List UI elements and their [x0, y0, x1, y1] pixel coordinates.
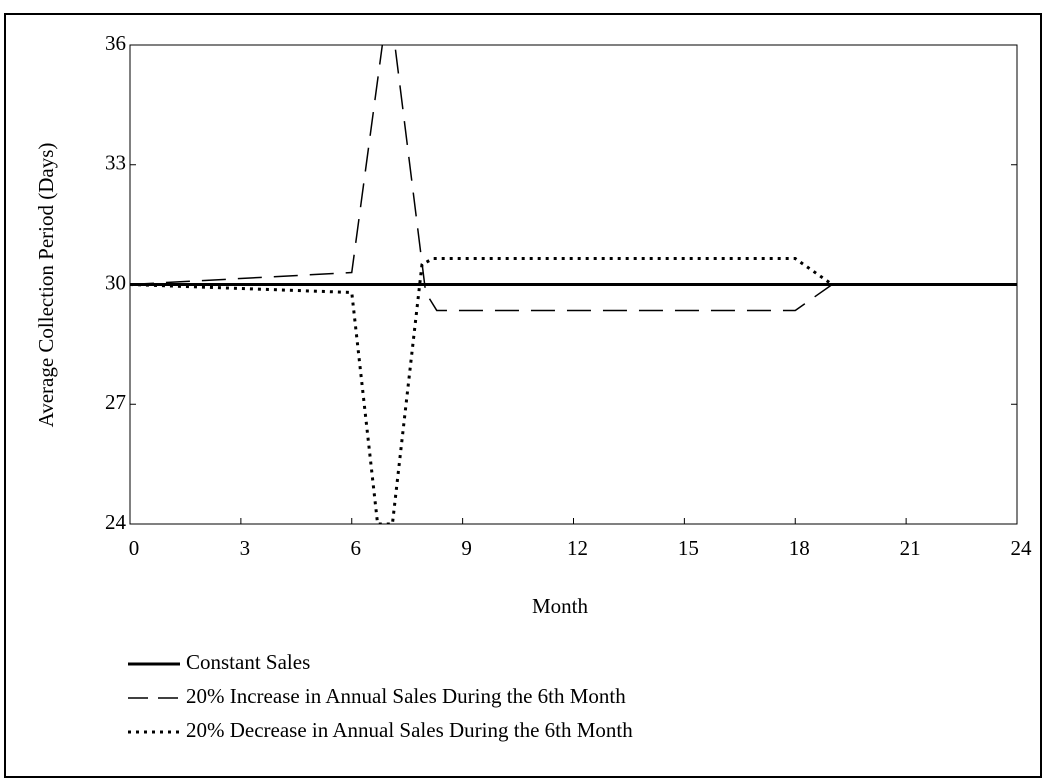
series-line	[130, 45, 1017, 312]
y-axis-label: Average Collection Period (Days)	[34, 143, 58, 428]
x-axis-label: Month	[532, 594, 589, 618]
y-tick-label: 36	[105, 31, 126, 55]
x-tick-label: 21	[900, 536, 921, 560]
x-tick-label: 6	[351, 536, 362, 560]
y-tick-label: 30	[105, 270, 126, 294]
x-tick-label: 3	[240, 536, 251, 560]
x-tick-label: 12	[567, 536, 588, 560]
y-tick-label: 27	[105, 390, 126, 414]
series-line	[130, 257, 1017, 524]
y-tick-label: 33	[105, 151, 126, 175]
y-tick-label: 24	[105, 510, 127, 534]
plot-lines	[130, 45, 1017, 524]
x-tick-label: 0	[129, 536, 140, 560]
legend-label: 20% Increase in Annual Sales During the …	[186, 684, 626, 708]
x-tick-label: 24	[1011, 536, 1033, 560]
x-tick-label: 18	[789, 536, 810, 560]
legend-label: Constant Sales	[186, 650, 310, 674]
frame	[4, 13, 1042, 778]
x-tick-label: 9	[461, 536, 472, 560]
x-tick-label: 15	[678, 536, 699, 560]
legend-label: 20% Decrease in Annual Sales During the …	[186, 718, 633, 742]
